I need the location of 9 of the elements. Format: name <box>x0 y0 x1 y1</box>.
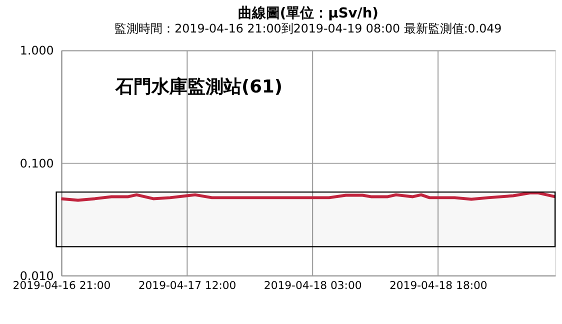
x-tick-label: 2019-04-18 18:00 <box>389 278 488 292</box>
x-tick-label: 2019-04-17 12:00 <box>138 278 236 292</box>
annotation: 石門水庫監測站(61) <box>114 76 283 98</box>
x-tick-label: 2019-04-18 03:00 <box>264 278 362 292</box>
line-series <box>60 191 557 202</box>
y-tick-label: 0.100 <box>20 156 54 170</box>
y-tick-label: 1.000 <box>20 44 54 58</box>
chart-subtitle: 監測時間：2019-04-16 21:00到2019-04-19 08:00 最新監測值:0.049 <box>114 21 502 36</box>
chart-title: 曲線圖(單位：μSv/h) <box>238 6 378 22</box>
